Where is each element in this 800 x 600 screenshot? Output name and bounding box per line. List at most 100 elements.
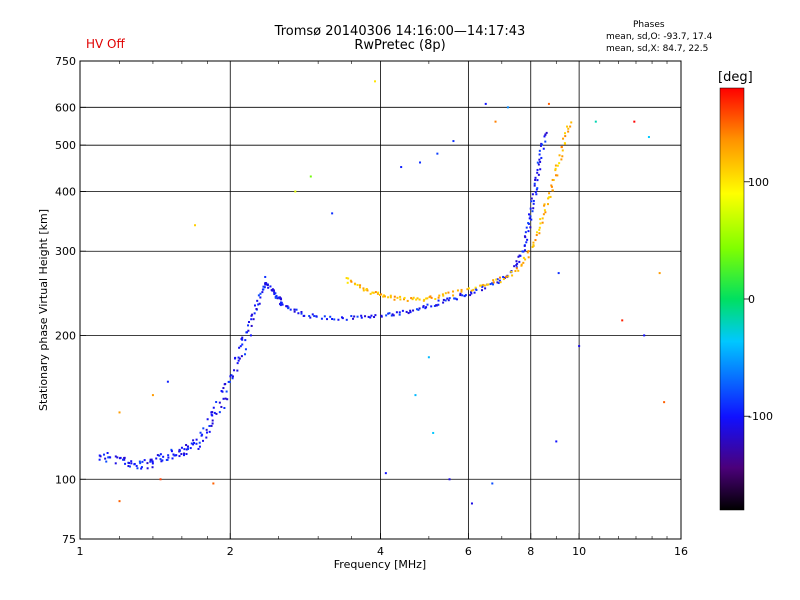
echo-point <box>525 241 528 244</box>
y-tick-label: 750 <box>55 55 76 68</box>
echo-point <box>554 164 557 167</box>
echo-point <box>530 197 533 200</box>
echo-point <box>432 431 435 434</box>
echo-point <box>426 303 429 306</box>
echo-point <box>442 298 445 301</box>
echo-point <box>135 464 138 467</box>
x-tick-labels: 1 2 4 6 8 10 16 <box>77 545 689 558</box>
echo-point <box>475 289 478 292</box>
echo-point <box>522 250 525 253</box>
echo-point <box>215 401 218 404</box>
echo-point <box>544 211 547 214</box>
echo-point <box>140 466 143 469</box>
echo-point <box>277 296 280 299</box>
echo-point <box>233 357 236 360</box>
echo-point <box>247 324 250 327</box>
echo-point <box>320 317 323 320</box>
echo-point <box>469 291 472 294</box>
echo-point <box>366 289 369 292</box>
echo-point <box>114 462 117 465</box>
echo-point <box>434 298 437 301</box>
echo-point <box>183 448 186 451</box>
y-tick-label: 400 <box>55 185 76 198</box>
echo-point <box>507 275 510 278</box>
echo-point <box>264 282 267 285</box>
echo-point <box>518 260 521 263</box>
echo-point <box>554 167 557 170</box>
echo-point <box>276 297 279 300</box>
echo-point <box>257 294 260 297</box>
echo-point <box>259 292 262 295</box>
echo-point <box>410 297 413 300</box>
echo-point <box>309 316 312 319</box>
echo-point <box>448 478 451 481</box>
echo-point <box>136 467 139 470</box>
echo-point <box>187 445 190 448</box>
echo-points <box>98 80 666 505</box>
echo-point <box>529 207 532 210</box>
echo-point <box>313 315 316 318</box>
echo-point <box>547 197 550 200</box>
echo-point <box>524 236 527 239</box>
echo-point <box>362 289 365 292</box>
echo-point <box>262 285 265 288</box>
echo-point <box>561 149 564 152</box>
echo-point <box>515 260 518 263</box>
echo-point <box>543 204 546 207</box>
echo-point <box>151 460 154 463</box>
echo-point <box>377 291 380 294</box>
echo-point <box>208 430 211 433</box>
echo-point <box>273 293 276 296</box>
echo-point <box>529 215 532 218</box>
echo-point <box>517 255 520 258</box>
echo-point <box>167 456 170 459</box>
echo-point <box>118 500 121 503</box>
echo-point <box>430 296 433 299</box>
echo-point <box>227 380 230 383</box>
echo-point <box>543 203 546 206</box>
echo-point <box>220 390 223 393</box>
echo-point <box>570 121 573 124</box>
echo-point <box>416 297 419 300</box>
echo-point <box>466 288 469 291</box>
echo-point <box>374 291 377 294</box>
echo-point <box>543 209 546 212</box>
echo-point <box>537 173 540 176</box>
echo-point <box>484 102 487 105</box>
echo-point <box>494 120 497 123</box>
echo-point <box>526 251 529 254</box>
chart-title-line2: RwPretec (8p) <box>354 38 446 53</box>
echo-point <box>422 305 425 308</box>
echo-point <box>350 315 353 318</box>
echo-point <box>367 315 370 318</box>
echo-point <box>264 283 267 286</box>
echo-point <box>557 272 560 275</box>
echo-point <box>166 458 169 461</box>
echo-point <box>540 156 543 159</box>
echo-point <box>146 462 149 465</box>
echo-point <box>249 334 252 337</box>
echo-point <box>447 291 450 294</box>
echo-point <box>372 291 375 294</box>
echo-point <box>550 185 553 188</box>
echo-point <box>547 196 550 199</box>
echo-point <box>380 315 383 318</box>
echo-point <box>532 241 535 244</box>
echo-point <box>124 462 127 465</box>
echo-point <box>489 283 492 286</box>
echo-point <box>526 238 529 241</box>
echo-point <box>262 288 265 291</box>
colorbar-tick-label: 100 <box>748 176 769 189</box>
echo-point <box>517 269 520 272</box>
echo-point <box>515 267 518 270</box>
echo-point <box>405 310 408 313</box>
x-tick-label: 6 <box>465 545 472 558</box>
echo-point <box>166 380 169 383</box>
echo-point <box>437 303 440 306</box>
echo-point <box>194 224 197 227</box>
echo-point <box>280 298 283 301</box>
echo-point <box>407 312 410 315</box>
echo-point <box>467 287 470 290</box>
echo-point <box>114 455 117 458</box>
